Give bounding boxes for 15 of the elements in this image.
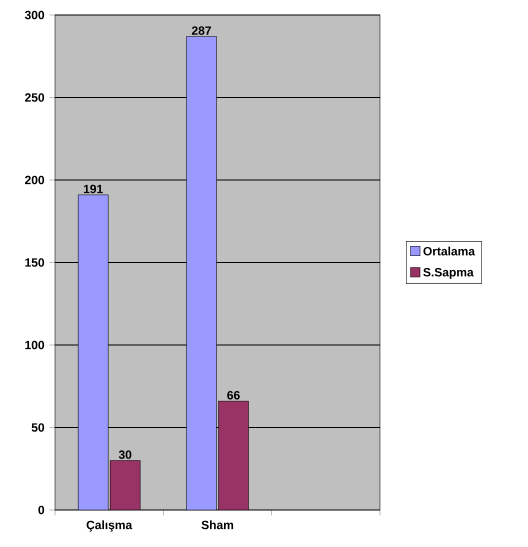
y-tick-label: 250 (24, 93, 44, 102)
y-tick-label: 300 (24, 10, 44, 20)
legend-label: S.Sapma (423, 268, 474, 279)
x-tick-label: Çalışma (86, 520, 132, 532)
data-label: 191 (84, 184, 103, 194)
y-tick-label: 150 (25, 258, 44, 267)
y-tick-label: 100 (25, 340, 44, 350)
y-tick-label: 50 (32, 423, 44, 432)
data-label: 30 (118, 450, 132, 459)
legend-label: Ortalama (423, 246, 476, 256)
data-label: 66 (227, 390, 240, 400)
y-tick-label: 0 (38, 506, 44, 514)
x-tick-label: Sham (202, 520, 234, 530)
y-tick-label: 200 (24, 176, 44, 184)
data-label: 287 (192, 26, 211, 35)
